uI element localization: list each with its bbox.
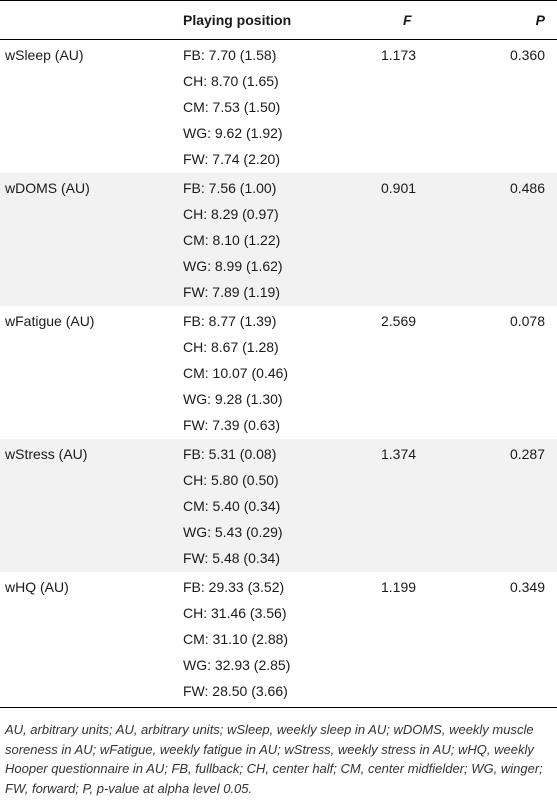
row-measure-label: wDOMS (AU) [5, 180, 90, 196]
row-p-value: 0.360 [509, 47, 545, 63]
row-f-value: 1.173 [381, 47, 417, 63]
table-header: Playing position F P [0, 0, 557, 40]
position-value: FB: 5.31 (0.08) [183, 446, 277, 462]
position-value: FB: 7.56 (1.00) [183, 180, 277, 196]
table-row-group: wDOMS (AU) 0.901 0.486 FB: 7.56 (1.00) C… [0, 173, 557, 306]
position-value: CM: 7.53 (1.50) [183, 99, 281, 115]
position-value: FW: 7.89 (1.19) [183, 284, 281, 300]
header-f: F [403, 12, 412, 28]
results-table: Playing position F P wSleep (AU) 1.173 0… [0, 0, 557, 707]
row-measure-label: wFatigue (AU) [5, 313, 95, 329]
position-value: FW: 5.48 (0.34) [183, 550, 281, 566]
position-value: WG: 9.28 (1.30) [183, 391, 283, 407]
table-row-group: wHQ (AU) 1.199 0.349 FB: 29.33 (3.52) CH… [0, 572, 557, 707]
position-value: CM: 31.10 (2.88) [183, 631, 289, 647]
position-value: CM: 10.07 (0.46) [183, 365, 289, 381]
row-p-value: 0.486 [509, 180, 545, 196]
row-f-value: 1.374 [381, 446, 417, 462]
table-bottom-rule [0, 707, 557, 708]
position-value: CH: 31.46 (3.56) [183, 605, 287, 621]
position-value: FB: 7.70 (1.58) [183, 47, 277, 63]
row-measure-label: wStress (AU) [5, 446, 88, 462]
position-value: FW: 28.50 (3.66) [183, 683, 288, 699]
position-value: FB: 8.77 (1.39) [183, 313, 277, 329]
row-measure-label: wHQ (AU) [5, 579, 69, 595]
position-value: CM: 5.40 (0.34) [183, 498, 281, 514]
position-value: WG: 9.62 (1.92) [183, 125, 283, 141]
table-row-group: wFatigue (AU) 2.569 0.078 FB: 8.77 (1.39… [0, 306, 557, 439]
position-value: CH: 5.80 (0.50) [183, 472, 279, 488]
position-value: FB: 29.33 (3.52) [183, 579, 285, 595]
position-value: CM: 8.10 (1.22) [183, 232, 281, 248]
table-footnote: AU, arbitrary units; AU, arbitrary units… [5, 722, 543, 796]
position-value: FW: 7.39 (0.63) [183, 417, 281, 433]
row-f-value: 1.199 [381, 579, 417, 595]
position-value: CH: 8.67 (1.28) [183, 339, 279, 355]
row-p-value: 0.287 [509, 446, 545, 462]
position-value: WG: 32.93 (2.85) [183, 657, 291, 673]
position-value: FW: 7.74 (2.20) [183, 151, 281, 167]
row-p-value: 0.349 [509, 579, 545, 595]
row-p-value: 0.078 [509, 313, 545, 329]
row-f-value: 2.569 [381, 313, 417, 329]
header-p: P [535, 12, 545, 28]
position-value: CH: 8.70 (1.65) [183, 73, 279, 89]
row-measure-label: wSleep (AU) [5, 47, 84, 63]
header-playing-position: Playing position [183, 12, 292, 28]
table-row-group: wSleep (AU) 1.173 0.360 FB: 7.70 (1.58) … [0, 40, 557, 173]
position-value: WG: 5.43 (0.29) [183, 524, 283, 540]
row-f-value: 0.901 [381, 180, 417, 196]
position-value: WG: 8.99 (1.62) [183, 258, 283, 274]
position-value: CH: 8.29 (0.97) [183, 206, 279, 222]
table-row-group: wStress (AU) 1.374 0.287 FB: 5.31 (0.08)… [0, 439, 557, 572]
